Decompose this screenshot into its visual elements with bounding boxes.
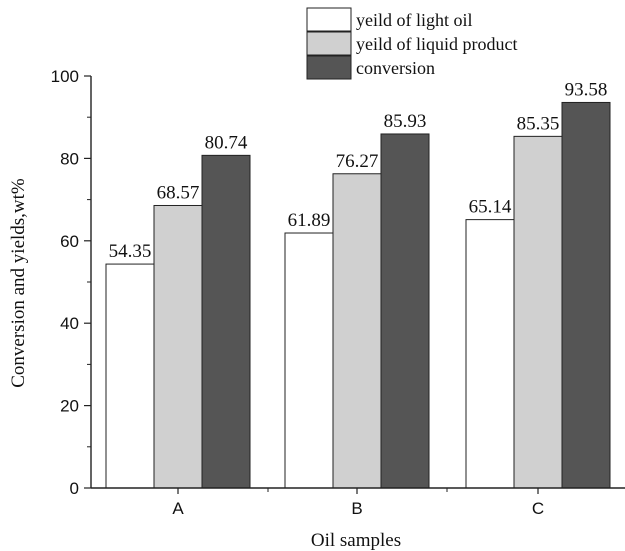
- legend-label: conversion: [356, 58, 435, 78]
- bar-a-series-1: [105, 263, 155, 489]
- axes-group: A B C 0 20 40 60 80 100: [51, 67, 625, 518]
- bar-c-series-1: [465, 219, 515, 489]
- x-tick-label: B: [351, 499, 362, 518]
- bar-b-series-3: [380, 133, 430, 489]
- bar-b-series-2: [332, 173, 382, 489]
- y-tick-label: 80: [60, 149, 79, 168]
- bar-c-series-3: [561, 101, 611, 489]
- y-tick-label: 0: [70, 479, 79, 498]
- data-label: 54.35: [109, 241, 152, 262]
- bar-c-series-2: [513, 135, 563, 489]
- data-label: 76.27: [336, 151, 379, 172]
- x-tick-label: C: [532, 499, 544, 518]
- data-label: 85.93: [384, 111, 427, 132]
- legend-swatch: [306, 31, 352, 56]
- legend-swatch: [306, 55, 352, 80]
- legend: yeild of light oil yeild of liquid produc…: [306, 7, 517, 80]
- data-label: 61.89: [288, 210, 331, 231]
- legend-swatch: [306, 7, 352, 32]
- y-tick-label: 40: [60, 314, 79, 333]
- bar-a-series-2: [153, 204, 203, 489]
- x-axis-title: Oil samples: [311, 530, 401, 551]
- bar-b-series-1: [284, 232, 334, 489]
- data-label: 65.14: [469, 197, 512, 218]
- legend-label: yeild of liquid product: [356, 34, 517, 54]
- x-tick-label: A: [172, 499, 184, 518]
- y-tick-label: 60: [60, 232, 79, 251]
- y-tick-label: 20: [60, 397, 79, 416]
- data-label: 80.74: [205, 132, 248, 153]
- data-label: 85.35: [517, 113, 560, 134]
- bars-group: [105, 101, 611, 489]
- data-label: 68.57: [157, 182, 200, 203]
- legend-label: yeild of light oil: [356, 10, 473, 30]
- y-axis-title: Conversion and yields,wt%: [8, 178, 29, 388]
- bar-a-series-3: [201, 154, 251, 489]
- y-tick-label: 100: [51, 67, 79, 86]
- data-label: 93.58: [565, 79, 608, 100]
